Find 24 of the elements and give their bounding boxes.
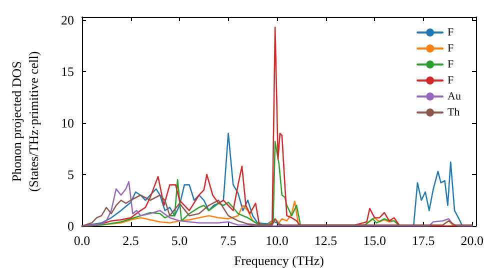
- y-tick-label: 10: [61, 116, 74, 131]
- x-tick-label: 12.5: [314, 233, 338, 248]
- legend-label: F: [448, 42, 454, 54]
- x-tick-label: 7.5: [220, 233, 236, 248]
- y-tick-label: 15: [61, 64, 74, 80]
- y-axis-title: Phonon projected DOS (States/THz·primitive cell): [9, 51, 41, 192]
- x-tick-label: 2.5: [122, 233, 139, 248]
- x-tick-label: 10.0: [266, 233, 288, 248]
- x-tick-label: 17.5: [412, 233, 435, 248]
- x-axis-title: Frequency (THz): [234, 252, 324, 268]
- legend-label: F: [448, 26, 454, 38]
- y-tick-label: 20: [61, 12, 74, 28]
- legend-label: Th: [448, 106, 460, 118]
- line-series: [81, 181, 473, 227]
- x-tick-label: 15.0: [363, 233, 386, 248]
- legend-label: F: [448, 74, 454, 86]
- legend-label: F: [448, 58, 454, 70]
- y-tick-label: 5: [68, 167, 74, 182]
- y-tick-label: 0: [68, 218, 74, 234]
- legend-label: Au: [448, 90, 462, 102]
- x-tick-label: 5.0: [171, 233, 188, 248]
- line-series: [81, 194, 473, 227]
- x-tick-label: 0.0: [74, 233, 90, 248]
- x-tick-label: 20.0: [460, 233, 484, 248]
